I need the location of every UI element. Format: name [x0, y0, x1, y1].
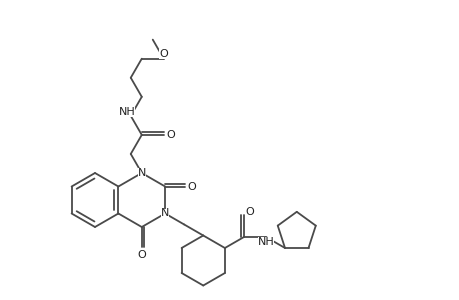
Text: N: N [137, 168, 146, 178]
Text: NH: NH [118, 107, 135, 117]
Text: O: O [245, 207, 254, 217]
Text: O: O [137, 250, 146, 260]
Text: N: N [161, 208, 169, 218]
Text: O: O [159, 49, 168, 59]
Text: O: O [166, 130, 175, 140]
Text: NH: NH [257, 237, 274, 247]
Text: O: O [187, 182, 196, 191]
